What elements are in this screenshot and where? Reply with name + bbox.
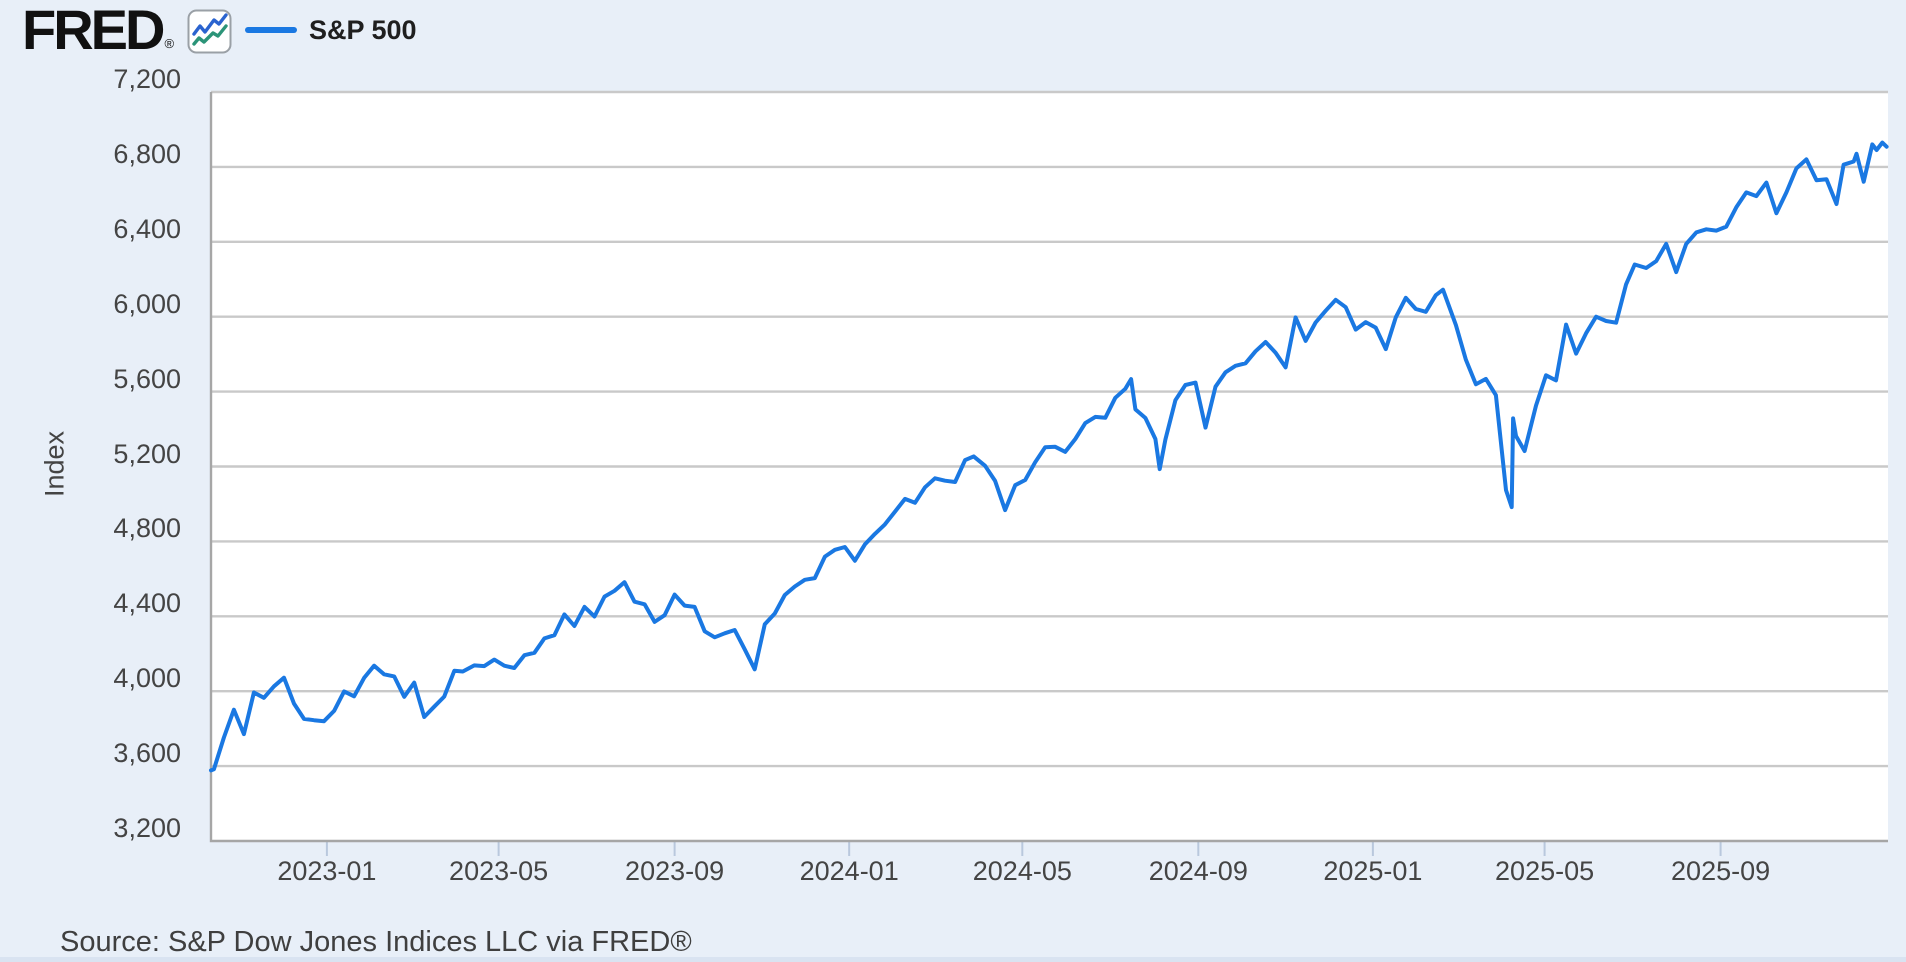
x-axis-tick-label: 2025-01 xyxy=(1323,856,1423,886)
y-axis-tick-label: 3,600 xyxy=(113,738,181,769)
x-axis-tick-label: 2024-01 xyxy=(799,856,899,886)
x-axis-tick-label: 2023-05 xyxy=(449,856,549,886)
series-line-sp500[interactable] xyxy=(209,140,1889,773)
x-axis-tick-label: 2024-09 xyxy=(1148,856,1248,886)
x-axis-tick-label: 2025-05 xyxy=(1495,856,1595,886)
y-axis-tick-label: 6,800 xyxy=(113,138,181,169)
y-axis-tick-label: 7,200 xyxy=(113,64,181,94)
y-axis-tick-label: 5,200 xyxy=(113,438,181,469)
y-axis-tick-label: 4,800 xyxy=(113,513,181,544)
fred-registered-mark: ® xyxy=(164,36,175,51)
x-axis-tick-label: 2023-09 xyxy=(625,856,725,886)
fred-logo[interactable]: FRED ® xyxy=(22,0,175,61)
fred-logo-text: FRED xyxy=(22,0,165,61)
x-axis-tick-label: 2023-01 xyxy=(277,856,377,886)
legend-line-swatch xyxy=(245,27,297,33)
fred-sparkline-icon xyxy=(187,9,232,54)
source-note: Source: S&P Dow Jones Indices LLC via FR… xyxy=(60,926,692,958)
y-axis-tick-label: 6,400 xyxy=(113,213,181,244)
axis-border xyxy=(209,92,1888,843)
x-axis-tick-label: 2025-09 xyxy=(1671,856,1771,886)
y-axis-tick-label: 4,400 xyxy=(113,588,181,619)
y-axis-tick-label: 4,000 xyxy=(113,663,181,694)
legend-label: S&P 500 xyxy=(309,14,417,45)
x-axis-tick-label: 2024-05 xyxy=(972,856,1072,886)
y-axis-tick-label: 3,200 xyxy=(113,813,181,843)
legend-item-sp500[interactable]: S&P 500 xyxy=(245,14,417,46)
bottom-border-strip xyxy=(0,957,1906,962)
y-axis-tick-label: 5,600 xyxy=(113,363,181,394)
y-axis-tick-label: 6,000 xyxy=(113,288,181,319)
